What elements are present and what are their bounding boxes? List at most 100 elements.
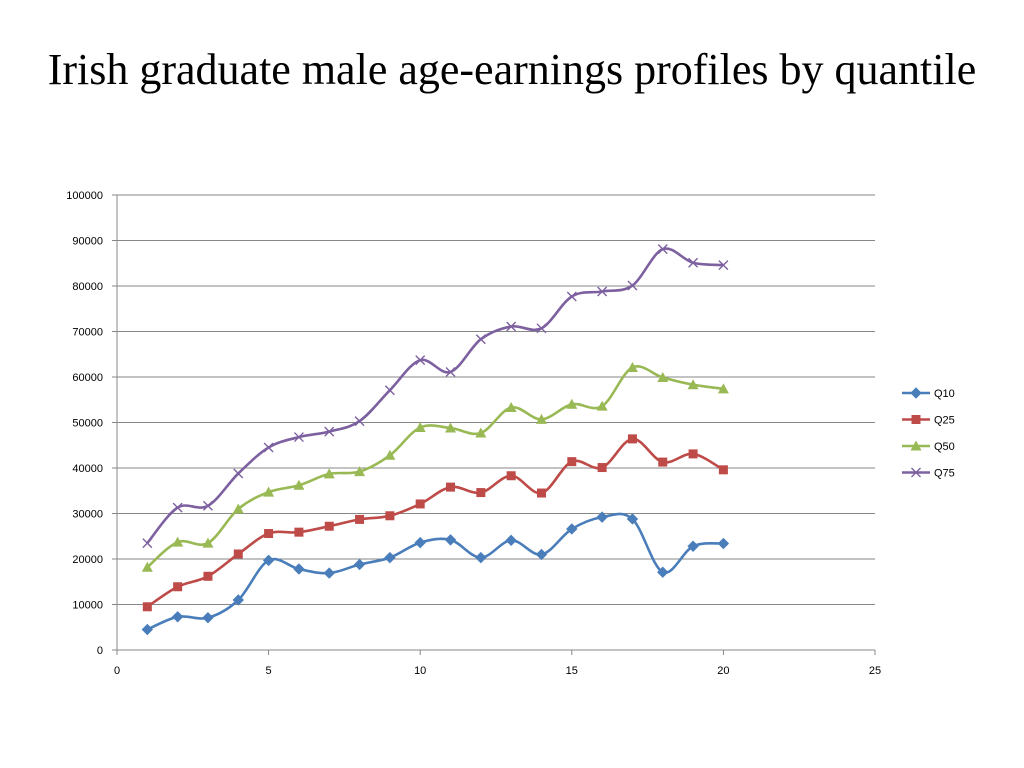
data-point <box>717 537 730 550</box>
data-point <box>262 554 275 567</box>
data-point <box>445 422 457 433</box>
data-point <box>323 468 335 479</box>
data-point <box>688 449 698 459</box>
data-point <box>718 465 728 475</box>
data-point <box>567 457 577 467</box>
legend-item-q25: Q25 <box>902 415 955 427</box>
data-point <box>354 466 366 477</box>
legend-marker <box>911 467 921 478</box>
series-line-q10 <box>146 512 724 631</box>
data-point <box>444 534 457 546</box>
x-tick-label: 0 <box>114 665 120 677</box>
y-tick-label: 60000 <box>72 372 103 384</box>
data-point <box>232 503 244 514</box>
data-point <box>687 540 699 552</box>
data-point <box>476 488 486 498</box>
data-point <box>202 537 214 548</box>
y-tick-label: 80000 <box>72 281 103 293</box>
data-point <box>233 468 244 479</box>
data-point <box>384 385 395 396</box>
y-tick-label: 100000 <box>66 190 103 202</box>
series-q75 <box>142 244 729 549</box>
data-point <box>415 499 425 509</box>
data-point <box>475 551 487 564</box>
data-point <box>384 449 396 460</box>
y-axis-ticks: 0 10000 20000 30000 40000 50000 60000 70000 8000… <box>66 190 117 657</box>
y-tick-label: 0 <box>97 645 103 657</box>
y-tick-label: 10000 <box>72 600 103 612</box>
data-point <box>172 536 184 547</box>
data-point <box>414 536 426 549</box>
series-q10 <box>141 511 730 636</box>
y-tick-label: 30000 <box>72 509 103 521</box>
legend-label: Q10 <box>934 388 955 400</box>
data-point <box>535 548 548 561</box>
data-point <box>172 502 183 513</box>
legend-item-q10: Q10 <box>902 387 955 400</box>
y-tick-label: 40000 <box>72 463 103 475</box>
series-layer <box>141 244 730 636</box>
data-point <box>687 379 699 390</box>
data-point <box>566 523 578 535</box>
y-tick-label: 90000 <box>72 236 103 248</box>
data-point <box>717 383 729 394</box>
legend-label: Q50 <box>934 441 955 453</box>
data-point <box>658 457 668 467</box>
x-axis-ticks: 0 5 10 15 20 25 <box>114 650 881 677</box>
y-tick-label: 50000 <box>72 418 103 430</box>
data-point <box>293 563 305 575</box>
data-point <box>718 260 729 271</box>
series-q25 <box>142 434 728 612</box>
data-point <box>355 514 365 524</box>
legend-marker <box>910 387 922 399</box>
data-point <box>627 434 637 444</box>
chart-title: Irish graduate male age-earnings profile… <box>47 45 977 94</box>
data-point <box>293 432 304 443</box>
data-point <box>293 479 305 490</box>
data-point <box>657 371 669 382</box>
data-point <box>566 291 577 302</box>
x-tick-label: 25 <box>869 665 881 677</box>
series-line-q50 <box>146 365 724 569</box>
x-tick-label: 10 <box>414 665 426 677</box>
data-point <box>536 488 546 498</box>
data-point <box>535 413 547 424</box>
series-line-q75 <box>146 247 724 544</box>
data-point <box>597 463 607 473</box>
data-point <box>294 527 304 537</box>
data-point <box>596 511 608 523</box>
data-point <box>141 623 154 636</box>
series-q50 <box>141 361 729 572</box>
data-point <box>414 422 426 433</box>
data-point <box>173 582 183 592</box>
data-point <box>324 426 335 437</box>
data-point <box>202 500 213 511</box>
data-point <box>475 427 487 438</box>
legend-marker <box>911 415 921 424</box>
data-point <box>141 561 153 572</box>
legend: Q10 Q25 Q50 Q75 <box>902 387 955 480</box>
legend-label: Q75 <box>934 468 955 480</box>
data-point <box>263 486 275 497</box>
y-tick-label: 70000 <box>72 327 103 339</box>
data-point <box>264 529 274 539</box>
data-point <box>536 323 547 334</box>
data-point <box>202 611 214 624</box>
data-point <box>171 611 184 623</box>
legend-item-q75: Q75 <box>902 468 955 480</box>
data-point <box>505 401 517 412</box>
data-point <box>506 321 517 332</box>
data-point <box>446 482 456 492</box>
data-point <box>445 367 456 377</box>
data-point <box>203 571 213 581</box>
legend-item-q50: Q50 <box>902 440 955 453</box>
data-point <box>597 286 608 297</box>
y-tick-label: 20000 <box>72 554 103 566</box>
data-point <box>657 244 668 255</box>
gridlines <box>117 194 875 605</box>
data-point <box>354 416 365 427</box>
data-point <box>506 471 516 481</box>
data-point <box>233 549 243 559</box>
x-tick-label: 20 <box>717 665 729 677</box>
